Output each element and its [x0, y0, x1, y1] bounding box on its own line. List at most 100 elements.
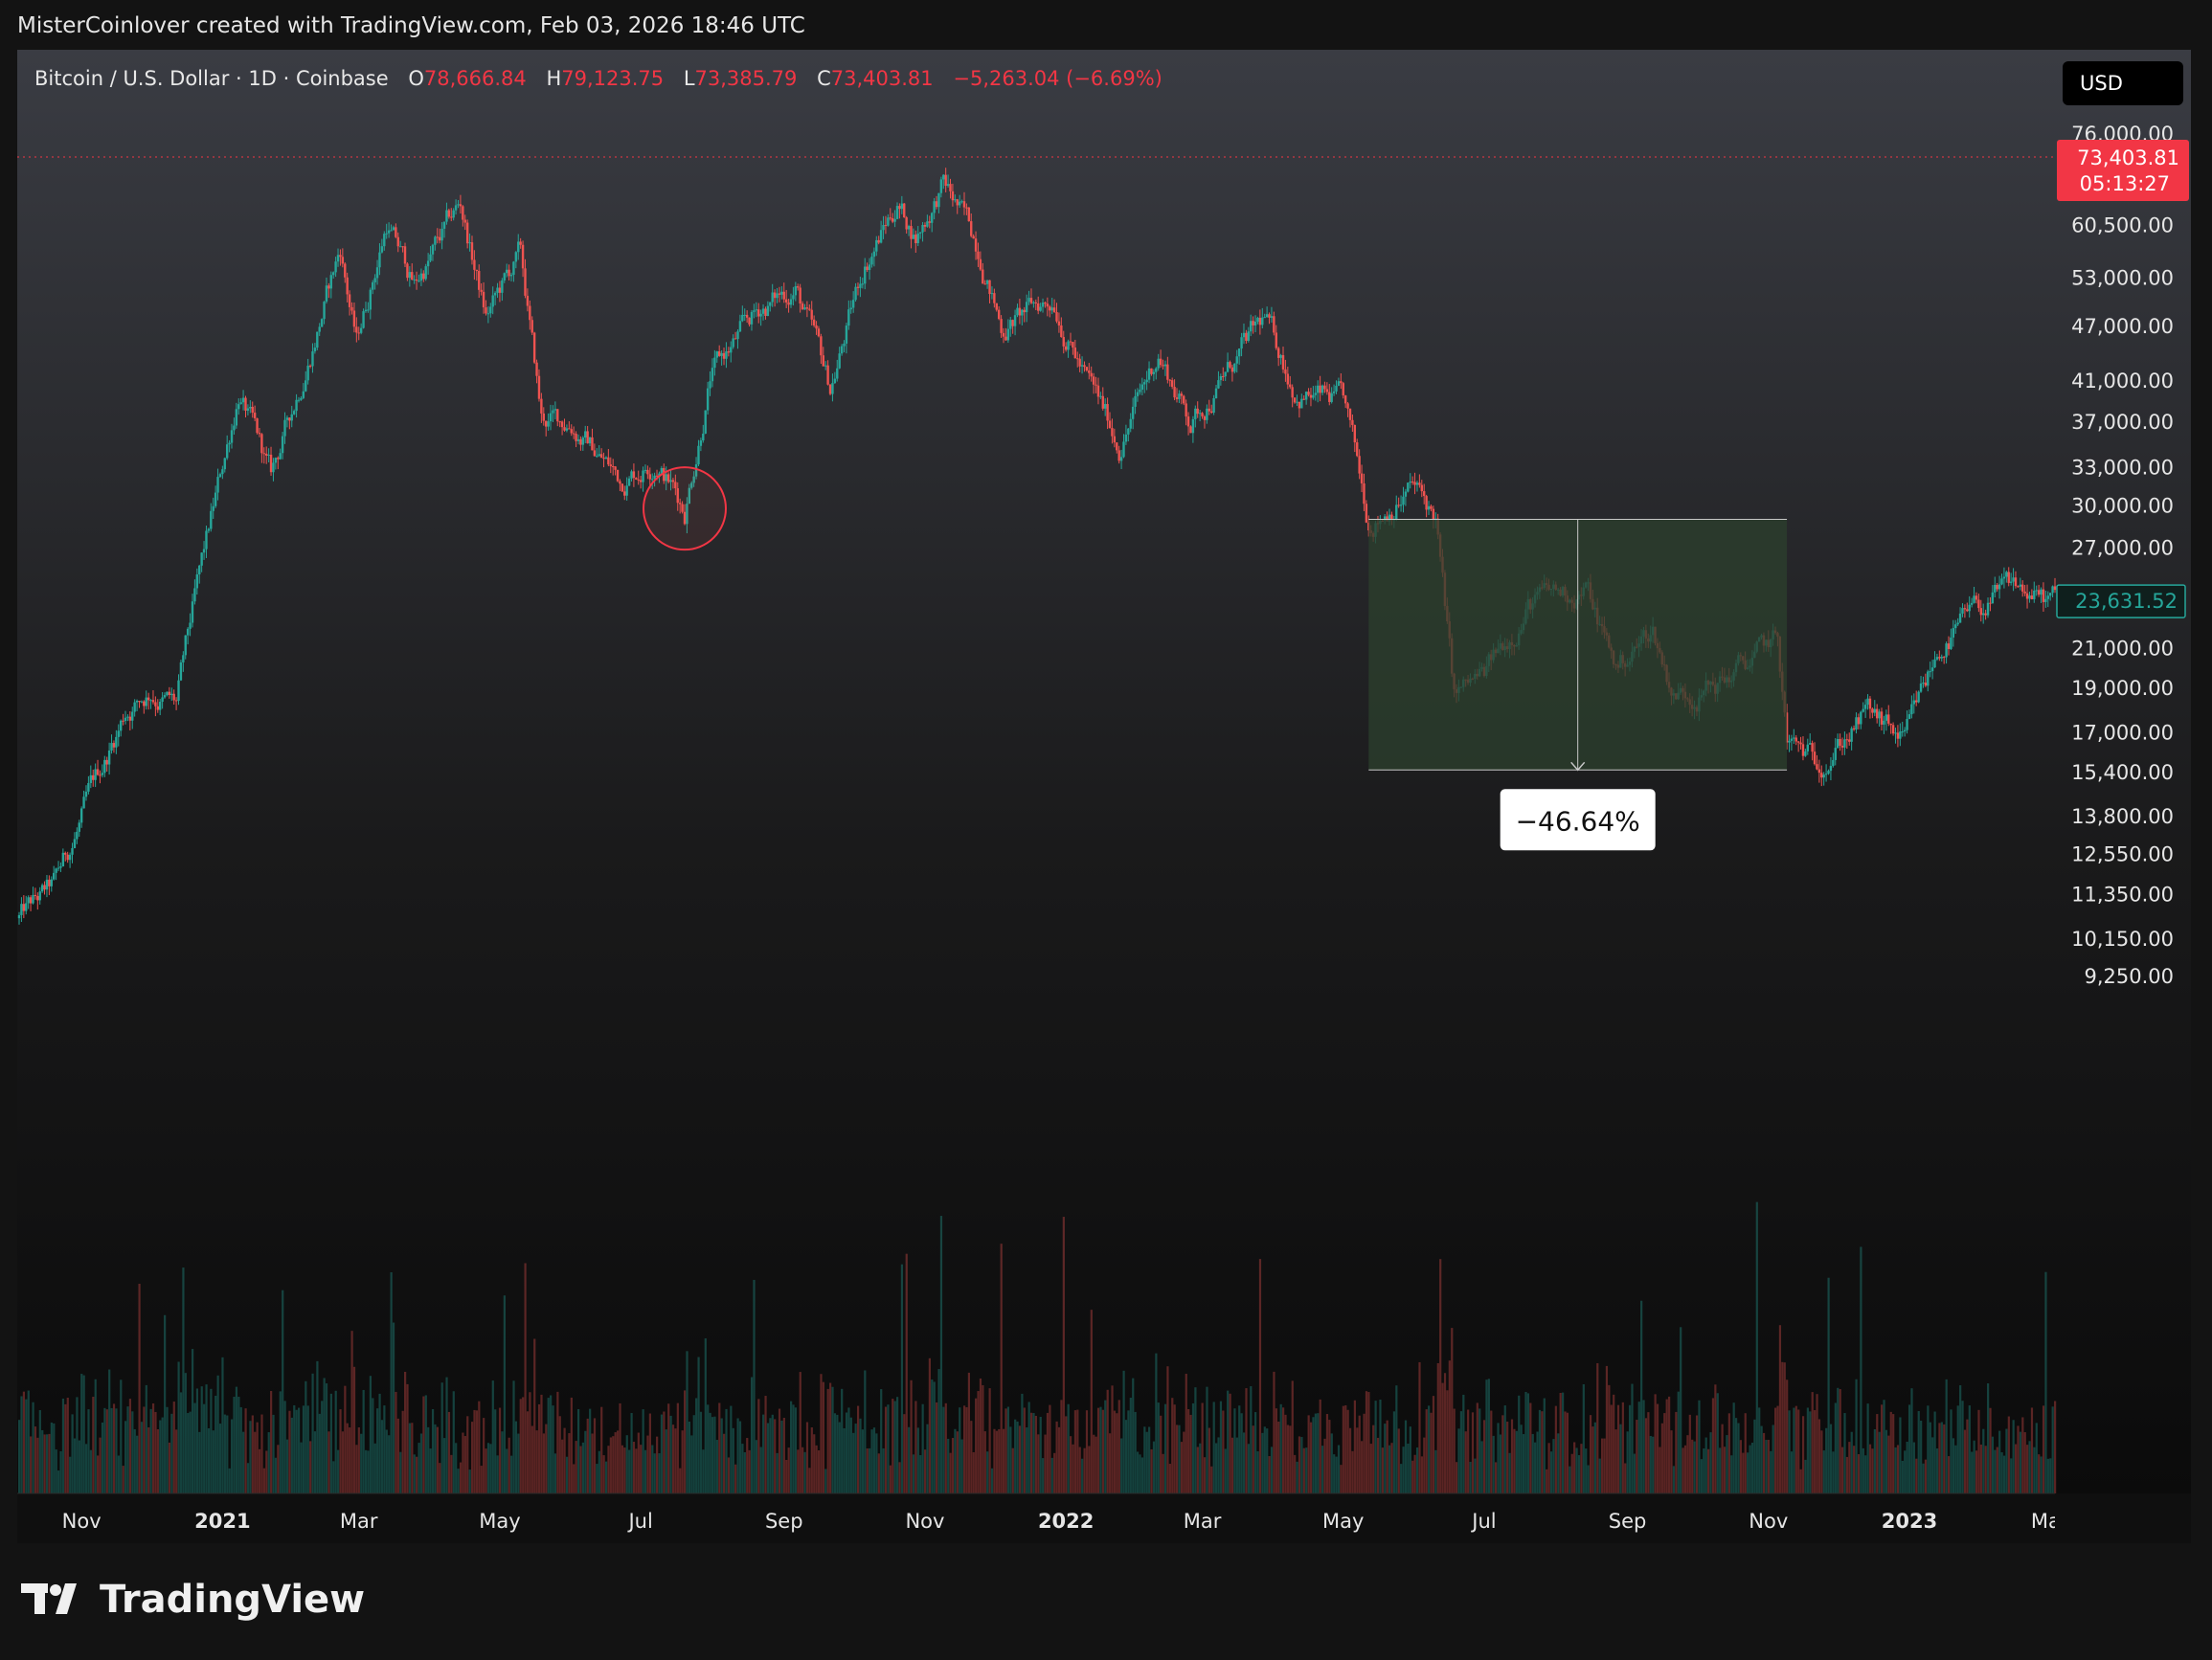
volume-bar	[910, 1380, 913, 1493]
candle-body	[422, 273, 425, 280]
candle-body	[995, 303, 998, 310]
volume-bar	[1721, 1424, 1724, 1493]
volume-bar	[1848, 1442, 1851, 1493]
candle-body	[1064, 346, 1068, 350]
candle-body	[674, 482, 677, 489]
volume-bar	[108, 1369, 111, 1493]
candle-body	[596, 456, 598, 458]
volume-bar	[1677, 1391, 1680, 1493]
volume-bar	[750, 1377, 754, 1493]
candle-body	[706, 388, 710, 411]
volume-bar	[1062, 1217, 1065, 1493]
chart-panel[interactable]: −46.64%76,000.0068,000.0060,500.0053,000…	[17, 50, 2191, 1543]
volume-bar	[1709, 1432, 1712, 1493]
candle-body	[1247, 331, 1251, 342]
candle-body	[1023, 309, 1026, 313]
candle-body	[1860, 711, 1862, 725]
candle-body	[128, 716, 132, 721]
volume-bar	[282, 1290, 284, 1493]
candle-body	[1994, 584, 1997, 593]
volume-bar	[380, 1420, 384, 1493]
volume-bar	[1395, 1385, 1398, 1493]
candle-body	[84, 791, 88, 797]
candle-body	[616, 469, 620, 482]
volume-bar	[311, 1373, 314, 1493]
candle-body	[450, 216, 453, 218]
candle-body	[369, 289, 372, 310]
volume-bar	[92, 1396, 95, 1493]
volume-bar	[1323, 1438, 1326, 1493]
volume-bar	[1067, 1403, 1070, 1493]
candle-body	[949, 184, 952, 191]
candle-body	[722, 352, 726, 359]
volume-bar	[246, 1463, 250, 1493]
volume-bar	[619, 1402, 621, 1493]
volume-bar	[1573, 1442, 1576, 1493]
candle-body	[1265, 314, 1269, 318]
candle-body	[1072, 342, 1074, 348]
last-price-tag[interactable]	[2057, 140, 2189, 201]
volume-bar	[824, 1469, 827, 1493]
candle-body	[918, 232, 922, 234]
volume-bar	[637, 1432, 640, 1493]
volume-bar	[923, 1449, 927, 1493]
tradingview-brand[interactable]: TradingView	[21, 1578, 365, 1622]
candle-body	[651, 479, 654, 481]
volume-bar	[1042, 1458, 1045, 1493]
candle-body	[688, 487, 691, 505]
volume-bar	[20, 1396, 23, 1493]
close-value: 73,403.81	[830, 67, 934, 90]
candle-body	[1947, 643, 1951, 649]
candle-body	[1209, 411, 1213, 413]
volume-bar	[836, 1414, 839, 1493]
volume-bar	[1418, 1361, 1421, 1493]
measure-label-box[interactable]	[1500, 789, 1656, 851]
candle-body	[508, 269, 510, 277]
volume-bar	[975, 1398, 978, 1493]
candle-body	[1863, 705, 1867, 709]
volume-bar	[55, 1449, 57, 1493]
volume-bar	[1069, 1436, 1072, 1493]
y-tick-label: 19,000.00	[2071, 677, 2174, 700]
candle-body	[1076, 358, 1079, 360]
currency-button[interactable]: USD	[2063, 61, 2183, 105]
x-tick-label: May	[1322, 1510, 1364, 1533]
price-axis-background	[2055, 50, 2191, 1493]
candle-body	[1183, 395, 1185, 404]
volume-bar	[1723, 1447, 1727, 1493]
volume-bar	[1006, 1406, 1010, 1493]
candle-body	[177, 680, 180, 702]
candle-body	[1337, 381, 1341, 386]
candle-body	[745, 314, 749, 318]
candle-body	[78, 822, 80, 832]
candle-body	[792, 295, 795, 300]
candle-body	[1229, 362, 1231, 368]
candle-body	[1140, 384, 1143, 390]
volume-bar	[1021, 1393, 1024, 1493]
volume-bar	[424, 1395, 427, 1493]
volume-bar	[1247, 1444, 1251, 1493]
volume-bar	[568, 1433, 571, 1493]
candle-body	[570, 429, 573, 434]
volume-bar	[1933, 1411, 1936, 1493]
volume-bar	[970, 1421, 973, 1493]
volume-bar	[431, 1408, 435, 1493]
attribution-text: MisterCoinlover created with TradingView…	[17, 13, 805, 38]
volume-bar	[1883, 1400, 1885, 1493]
candle-body	[2028, 595, 2031, 599]
volume-bar	[1984, 1446, 1987, 1493]
volume-bar	[43, 1434, 46, 1493]
volume-bar	[797, 1449, 800, 1493]
circle-marker[interactable]	[642, 466, 727, 551]
candle-body	[1150, 368, 1153, 374]
volume-bar	[542, 1433, 545, 1493]
volume-bar	[1300, 1437, 1303, 1493]
high-label: H	[546, 67, 562, 90]
volume-bar	[667, 1403, 670, 1493]
volume-bar	[1189, 1414, 1192, 1493]
volume-bar	[128, 1399, 132, 1493]
volume-bar	[1698, 1400, 1701, 1493]
price-chart[interactable]: −46.64%76,000.0068,000.0060,500.0053,000…	[17, 50, 2191, 1543]
symbol-name[interactable]: Bitcoin / U.S. Dollar · 1D · Coinbase	[34, 67, 389, 90]
volume-bar	[1966, 1419, 1969, 1493]
